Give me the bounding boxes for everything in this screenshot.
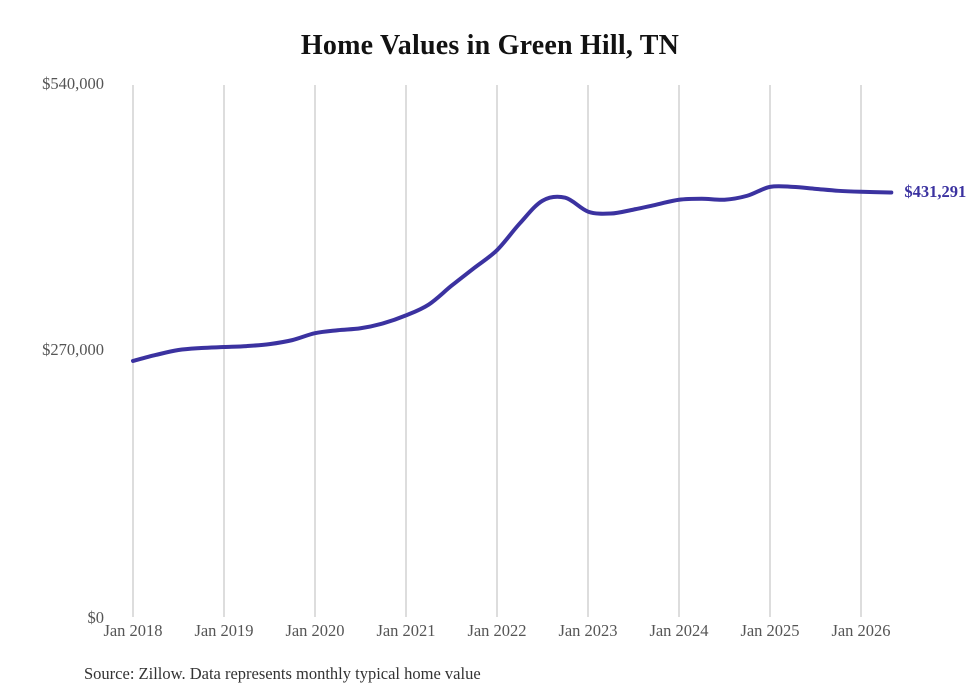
y-tick-label-0: $0 [87, 608, 105, 627]
x-tick-label-jan-2019: Jan 2019 [194, 621, 254, 640]
gridlines [132, 85, 862, 617]
chart-title: Home Values in Green Hill, TN [300, 30, 680, 61]
y-tick-label-270000: $270,000 [42, 340, 104, 359]
y-tick-label-540000: $540,000 [42, 74, 104, 93]
x-tick-label-jan-2021: Jan 2021 [376, 621, 436, 640]
series-line-typical-home-value [131, 184, 894, 363]
x-tick-label-jan-2020: Jan 2020 [285, 621, 345, 640]
x-tick-label-jan-2023: Jan 2023 [558, 621, 618, 640]
x-tick-label-jan-2022: Jan 2022 [467, 621, 527, 640]
source-note: Source: Zillow. Data represents monthly … [84, 664, 481, 683]
x-tick-label-jan-2024: Jan 2024 [649, 621, 709, 640]
x-tick-label-jan-2025: Jan 2025 [740, 621, 800, 640]
series-end-value-label: $431,291 [904, 181, 967, 201]
x-tick-label-jan-2026: Jan 2026 [831, 621, 891, 640]
x-tick-label-jan-2018: Jan 2018 [103, 621, 163, 640]
